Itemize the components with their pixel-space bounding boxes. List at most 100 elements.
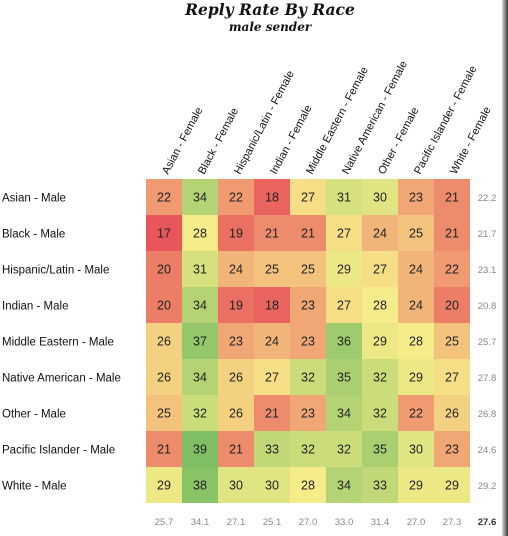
column-label: Native American - Female <box>340 59 410 176</box>
cell-value-label: 26 <box>229 371 243 385</box>
cell-value-label: 34 <box>337 407 351 421</box>
cell-value-label: 29 <box>157 479 171 493</box>
cell-value-label: 34 <box>193 299 207 313</box>
heatmap-cell <box>254 431 290 467</box>
row-label: White - Male <box>2 481 67 493</box>
heatmap-cell <box>290 359 326 395</box>
cell-value-label: 23 <box>301 407 315 421</box>
heatmap-cell <box>218 287 254 323</box>
cell-value-label: 25 <box>301 263 315 277</box>
cell-value-label: 27 <box>373 263 387 277</box>
heatmap-cell <box>182 359 218 395</box>
heatmap-cell <box>326 215 362 251</box>
cell-value-label: 18 <box>265 299 279 313</box>
heatmap-cell <box>398 359 434 395</box>
cell-value-label: 34 <box>193 371 207 385</box>
heatmap-cell <box>182 179 218 215</box>
row-label: Hispanic/Latin - Male <box>2 265 109 277</box>
heatmap-cell <box>218 359 254 395</box>
cell-value-label: 30 <box>265 479 279 493</box>
cell-value-label: 27 <box>301 191 315 205</box>
cell-value-label: 32 <box>301 371 315 385</box>
cell-value-label: 21 <box>229 443 243 457</box>
heatmap-cell <box>362 395 398 431</box>
column-total-label: 33.0 <box>335 517 354 528</box>
heatmap-cell <box>290 395 326 431</box>
cell-value-label: 34 <box>337 479 351 493</box>
cell-value-label: 28 <box>373 299 387 313</box>
heatmap-cell <box>434 431 470 467</box>
cell-value-label: 33 <box>373 479 387 493</box>
heatmap-cell <box>434 323 470 359</box>
row-label: Pacific Islander - Male <box>2 445 115 457</box>
heatmap-cell <box>182 467 218 503</box>
column-label: Middle Eastern - Female <box>304 65 371 176</box>
column-total-label: 25.1 <box>263 517 282 528</box>
row-label: Black - Male <box>2 229 65 241</box>
cell-value-label: 30 <box>229 479 243 493</box>
heatmap-cell <box>434 395 470 431</box>
cell-value-label: 33 <box>265 443 279 457</box>
cell-value-label: 25 <box>445 335 459 349</box>
column-total-label: 27.3 <box>443 517 462 528</box>
heatmap-cell <box>254 287 290 323</box>
heatmap-cell <box>146 287 182 323</box>
heatmap-cell <box>434 359 470 395</box>
cell-value-label: 27 <box>445 371 459 385</box>
column-label: Pacific Islander - Female <box>412 64 479 177</box>
cell-value-label: 17 <box>157 227 171 241</box>
heatmap-cell <box>182 431 218 467</box>
heatmap-cell <box>434 251 470 287</box>
cell-value-label: 22 <box>157 191 171 205</box>
heatmap-cell <box>434 179 470 215</box>
heatmap-cell <box>326 431 362 467</box>
heatmap-cell <box>218 215 254 251</box>
row-total-label: 23.1 <box>478 265 497 276</box>
row-total-label: 22.2 <box>478 193 497 204</box>
heatmap-cell <box>218 251 254 287</box>
heatmap-cell <box>398 323 434 359</box>
column-total-label: 27.0 <box>299 517 318 528</box>
row-label: Indian - Male <box>2 301 68 313</box>
heatmap-cell <box>290 251 326 287</box>
cell-value-label: 27 <box>337 299 351 313</box>
cell-value-label: 32 <box>373 407 387 421</box>
cell-value-label: 25 <box>157 407 171 421</box>
cell-value-label: 30 <box>409 443 423 457</box>
heatmap-cell <box>218 467 254 503</box>
row-total-label: 27.8 <box>478 373 497 384</box>
cell-value-label: 26 <box>157 335 171 349</box>
heatmap-cell <box>146 179 182 215</box>
cell-value-label: 24 <box>409 263 423 277</box>
column-total-label: 31.4 <box>371 517 390 528</box>
cell-value-label: 29 <box>337 263 351 277</box>
heatmap-cell <box>434 287 470 323</box>
heatmap-cell <box>254 395 290 431</box>
heatmap-cell <box>146 251 182 287</box>
cell-value-label: 21 <box>301 227 315 241</box>
cell-value-label: 21 <box>157 443 171 457</box>
cell-value-label: 23 <box>445 443 459 457</box>
cell-value-label: 21 <box>445 227 459 241</box>
heatmap-cell <box>290 323 326 359</box>
cell-value-label: 32 <box>193 407 207 421</box>
heatmap-cell <box>362 431 398 467</box>
heatmap-cell <box>182 215 218 251</box>
row-label: Asian - Male <box>2 193 66 205</box>
heatmap-cell <box>398 251 434 287</box>
chart-subtitle: male sender <box>228 20 312 34</box>
heatmap-cell <box>362 215 398 251</box>
column-total-label: 27.0 <box>407 517 426 528</box>
cell-value-label: 20 <box>157 263 171 277</box>
cell-value-label: 26 <box>229 407 243 421</box>
heatmap-cell <box>362 251 398 287</box>
heatmap-cell <box>326 395 362 431</box>
window-edge <box>502 0 508 536</box>
heatmap-cell <box>362 287 398 323</box>
cell-value-label: 36 <box>337 335 351 349</box>
heatmap-cell <box>182 287 218 323</box>
cell-value-label: 39 <box>193 443 207 457</box>
heatmap-cell <box>290 431 326 467</box>
heatmap-cell <box>290 287 326 323</box>
column-total-label: 27.1 <box>227 517 246 528</box>
